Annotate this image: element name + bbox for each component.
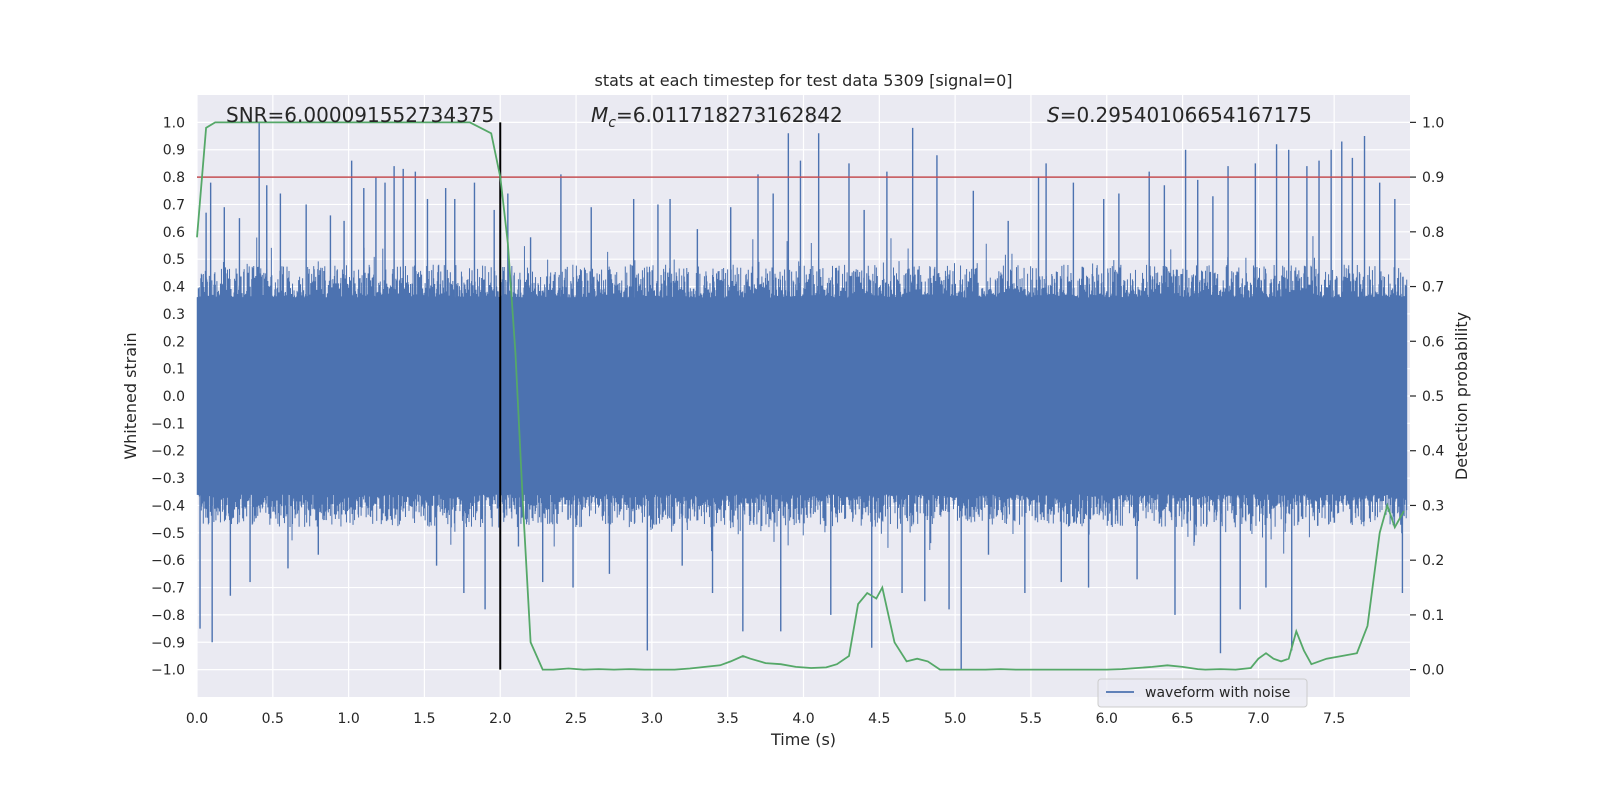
y-tick-label-left: 0.8 — [163, 170, 185, 186]
y-tick-label-left: 0.6 — [163, 225, 185, 241]
mc-subscript: c — [608, 115, 616, 131]
y-tick-label-right: 0.3 — [1422, 498, 1444, 514]
y-tick-label-right: 0.5 — [1422, 389, 1444, 405]
y-tick-label-right: 0.1 — [1422, 608, 1444, 624]
y-tick-label-left: −0.7 — [151, 581, 185, 597]
x-tick-label: 0.0 — [186, 711, 208, 727]
y-tick-label-left: −1.0 — [151, 663, 185, 679]
x-axis-label: Time (s) — [770, 730, 836, 749]
y-axis-label-left: Whitened strain — [121, 332, 140, 459]
x-tick-label: 0.5 — [262, 711, 284, 727]
y-tick-label-left: −0.2 — [151, 444, 185, 460]
x-tick-label: 3.5 — [717, 711, 739, 727]
x-tick-label: 5.5 — [1020, 711, 1042, 727]
y-tick-label-left: 0.3 — [163, 307, 185, 323]
waveform-noise-band — [196, 236, 1408, 554]
waveform-series — [196, 122, 1408, 670]
x-tick-label: 2.5 — [565, 711, 587, 727]
s-symbol: S — [1047, 103, 1060, 127]
x-tick-label: 6.5 — [1171, 711, 1193, 727]
y-tick-label-left: 0.5 — [163, 252, 185, 268]
x-tick-label: 4.5 — [868, 711, 890, 727]
y-tick-label-left: −0.9 — [151, 635, 185, 651]
x-tick-label: 2.0 — [489, 711, 511, 727]
detection-probability-line — [196, 121, 1405, 671]
mc-value: =6.011718273162842 — [616, 103, 843, 127]
chirp-mass-annotation: Mc=6.011718273162842 — [591, 103, 843, 131]
y-tick-label-left: 0.4 — [163, 280, 185, 296]
y-tick-label-right: 0.0 — [1422, 663, 1444, 679]
axis-ticks: 0.0 0.5 1.0 1.5 2.0 2.5 3.0 3.5 4.0 4.5 5.0 5.5 6.0 6… — [151, 115, 1444, 727]
x-tick-label: 4.0 — [792, 711, 814, 727]
x-tick-label: 1.0 — [337, 711, 359, 727]
mc-symbol: M — [591, 103, 608, 127]
y-axis-label-right: Detection probability — [1452, 312, 1471, 480]
x-tick-label: 5.0 — [944, 711, 966, 727]
y-tick-label-left: −0.3 — [151, 471, 185, 487]
s-value: =0.29540106654167175 — [1060, 103, 1312, 127]
y-tick-label-left: −0.8 — [151, 608, 185, 624]
x-tick-label: 1.5 — [413, 711, 435, 727]
y-tick-label-left: 1.0 — [163, 115, 185, 131]
y-tick-label-right: 0.2 — [1422, 553, 1444, 569]
probability-series — [196, 121, 1410, 671]
y-tick-label-left: 0.7 — [163, 197, 185, 213]
y-tick-label-left: 0.1 — [163, 362, 185, 378]
snr-annotation: SNR=6.000091552734375 — [226, 103, 494, 127]
y-tick-label-left: 0.2 — [163, 334, 185, 350]
y-tick-label-left: −0.1 — [151, 416, 185, 432]
legend-label-waveform: waveform with noise — [1145, 685, 1290, 701]
y-tick-label-left: −0.5 — [151, 526, 185, 542]
legend-box — [1097, 678, 1308, 708]
chart-title: stats at each timestep for test data 530… — [594, 71, 1012, 90]
y-tick-label-left: 0.0 — [163, 389, 185, 405]
x-tick-label: 7.0 — [1247, 711, 1269, 727]
y-tick-label-right: 0.7 — [1422, 280, 1444, 296]
legend: waveform with noise — [1097, 678, 1308, 708]
y-tick-label-right: 1.0 — [1422, 115, 1444, 131]
score-annotation: S=0.29540106654167175 — [1047, 103, 1312, 127]
y-tick-label-right: 0.4 — [1422, 444, 1444, 460]
y-tick-label-right: 0.9 — [1422, 170, 1444, 186]
y-tick-label-left: −0.4 — [151, 498, 185, 514]
x-tick-label: 7.5 — [1323, 711, 1345, 727]
y-tick-label-left: 0.9 — [163, 143, 185, 159]
y-tick-label-left: −0.6 — [151, 553, 185, 569]
y-tick-label-right: 0.6 — [1422, 334, 1444, 350]
x-tick-label: 6.0 — [1096, 711, 1118, 727]
x-tick-label: 3.0 — [641, 711, 663, 727]
y-tick-label-right: 0.8 — [1422, 225, 1444, 241]
